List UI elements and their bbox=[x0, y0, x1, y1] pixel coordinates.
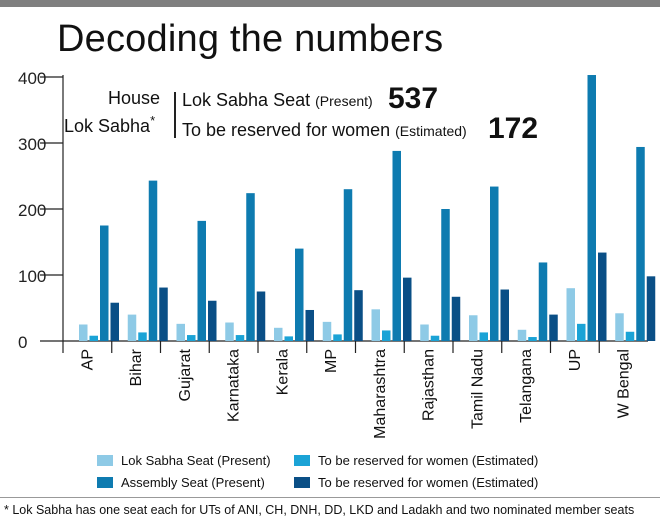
bar bbox=[371, 309, 380, 341]
info-row1-label: Lok Sabha Seat bbox=[182, 90, 311, 110]
info-row-reserved: To be reserved for women (Estimated) 172 bbox=[182, 112, 538, 145]
bar bbox=[403, 277, 412, 341]
bar bbox=[127, 314, 137, 341]
legend-item-assembly-reserved: To be reserved for women (Estimated) bbox=[294, 475, 538, 490]
x-tick-label: UP bbox=[567, 349, 584, 371]
bar bbox=[549, 314, 558, 341]
x-tick-label: MP bbox=[323, 349, 340, 373]
bar bbox=[246, 193, 255, 341]
legend-swatch bbox=[97, 477, 113, 488]
bar bbox=[79, 324, 88, 341]
bar bbox=[235, 335, 245, 341]
x-tick-label: Rajasthan bbox=[421, 349, 438, 421]
bar bbox=[138, 332, 147, 341]
bar bbox=[587, 75, 596, 342]
bar bbox=[343, 189, 353, 341]
y-tick-label: 0 bbox=[18, 333, 27, 352]
bar bbox=[500, 289, 509, 341]
bar bbox=[382, 330, 391, 341]
bar bbox=[566, 288, 575, 341]
legend-swatch bbox=[97, 455, 113, 466]
bar bbox=[517, 329, 527, 341]
footnote: * Lok Sabha has one seat each for UTs of… bbox=[4, 503, 635, 517]
bar bbox=[274, 327, 283, 341]
bar bbox=[636, 146, 645, 341]
bar bbox=[295, 248, 304, 341]
x-tick-label: AP bbox=[79, 349, 96, 370]
bar bbox=[420, 324, 429, 341]
bar bbox=[100, 225, 109, 341]
info-row2-label: To be reserved for women bbox=[182, 120, 391, 140]
y-tick-label: 100 bbox=[18, 267, 46, 286]
bar bbox=[256, 291, 266, 341]
x-tick-label: Bihar bbox=[128, 348, 145, 386]
y-tick-label: 400 bbox=[18, 69, 46, 88]
x-tick-label: Gujarat bbox=[177, 348, 194, 401]
bar bbox=[528, 337, 537, 341]
info-row-lok-sabha: Lok Sabha Seat (Present) 537 bbox=[182, 82, 438, 115]
bar bbox=[392, 150, 401, 341]
y-tick-label: 300 bbox=[18, 135, 46, 154]
bar bbox=[148, 180, 158, 341]
bar bbox=[646, 276, 656, 341]
y-tick-label: 200 bbox=[18, 201, 46, 220]
x-tick-label: Tamil Nadu bbox=[469, 349, 486, 429]
bar bbox=[577, 323, 586, 341]
info-row1-value: 537 bbox=[388, 82, 439, 115]
bar bbox=[187, 335, 196, 341]
bar bbox=[225, 322, 234, 341]
bar bbox=[441, 209, 450, 341]
bar bbox=[322, 321, 332, 341]
bar bbox=[176, 323, 185, 341]
x-tick-label: W Bengal bbox=[616, 349, 633, 418]
bar bbox=[538, 262, 548, 341]
legend-swatch bbox=[294, 477, 310, 488]
info-row2-note: (Estimated) bbox=[395, 123, 467, 139]
legend-swatch bbox=[294, 455, 310, 466]
bar bbox=[333, 334, 342, 341]
top-rule bbox=[0, 0, 660, 7]
x-tick-label: Maharashtra bbox=[372, 349, 389, 439]
bar bbox=[197, 220, 206, 341]
info-house-label: House bbox=[108, 88, 161, 108]
bar bbox=[430, 335, 440, 341]
x-tick-label: Karnataka bbox=[226, 349, 243, 422]
bar bbox=[159, 287, 168, 341]
bar bbox=[479, 332, 488, 341]
footer-rule bbox=[0, 497, 660, 498]
bar bbox=[451, 296, 461, 341]
bar bbox=[598, 252, 607, 341]
legend-item-lok-sabha-reserved: To be reserved for women (Estimated) bbox=[294, 453, 538, 468]
legend-item-assembly: Assembly Seat (Present) bbox=[97, 475, 265, 490]
info-house-value: Lok Sabha* bbox=[64, 113, 156, 136]
x-tick-label: Telangana bbox=[518, 349, 535, 423]
bar bbox=[469, 315, 478, 341]
bar bbox=[110, 302, 119, 341]
legend-item-lok-sabha: Lok Sabha Seat (Present) bbox=[97, 453, 271, 468]
info-row1-note: (Present) bbox=[315, 93, 373, 109]
bar bbox=[208, 300, 217, 341]
info-divider bbox=[174, 92, 176, 138]
bar bbox=[305, 309, 314, 341]
info-row2-value: 172 bbox=[488, 112, 539, 145]
bar bbox=[490, 186, 499, 341]
bar bbox=[89, 335, 98, 341]
bar bbox=[284, 336, 293, 341]
bar bbox=[625, 331, 635, 341]
bar bbox=[354, 290, 363, 341]
x-tick-label: Kerala bbox=[274, 349, 291, 395]
bar bbox=[615, 313, 624, 341]
chart-title: Decoding the numbers bbox=[57, 18, 444, 60]
